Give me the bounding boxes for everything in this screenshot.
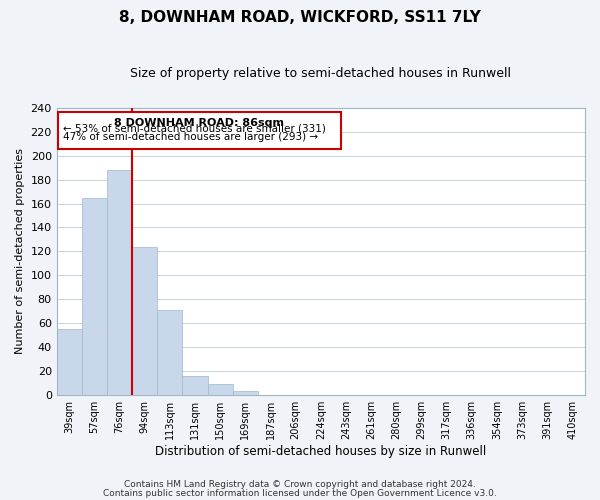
Bar — [107, 170, 132, 394]
Bar — [82, 198, 107, 394]
Bar — [233, 391, 258, 394]
Bar — [132, 246, 157, 394]
Text: 8, DOWNHAM ROAD, WICKFORD, SS11 7LY: 8, DOWNHAM ROAD, WICKFORD, SS11 7LY — [119, 10, 481, 25]
Bar — [157, 310, 182, 394]
Bar — [182, 376, 208, 394]
Text: 47% of semi-detached houses are larger (293) →: 47% of semi-detached houses are larger (… — [63, 132, 318, 142]
Text: Contains public sector information licensed under the Open Government Licence v3: Contains public sector information licen… — [103, 488, 497, 498]
Text: Contains HM Land Registry data © Crown copyright and database right 2024.: Contains HM Land Registry data © Crown c… — [124, 480, 476, 489]
Title: Size of property relative to semi-detached houses in Runwell: Size of property relative to semi-detach… — [130, 68, 511, 80]
X-axis label: Distribution of semi-detached houses by size in Runwell: Distribution of semi-detached houses by … — [155, 444, 487, 458]
Text: 8 DOWNHAM ROAD: 86sqm: 8 DOWNHAM ROAD: 86sqm — [115, 118, 284, 128]
Bar — [208, 384, 233, 394]
Y-axis label: Number of semi-detached properties: Number of semi-detached properties — [15, 148, 25, 354]
FancyBboxPatch shape — [58, 112, 341, 148]
Text: ← 53% of semi-detached houses are smaller (331): ← 53% of semi-detached houses are smalle… — [63, 124, 326, 134]
Bar — [56, 329, 82, 394]
